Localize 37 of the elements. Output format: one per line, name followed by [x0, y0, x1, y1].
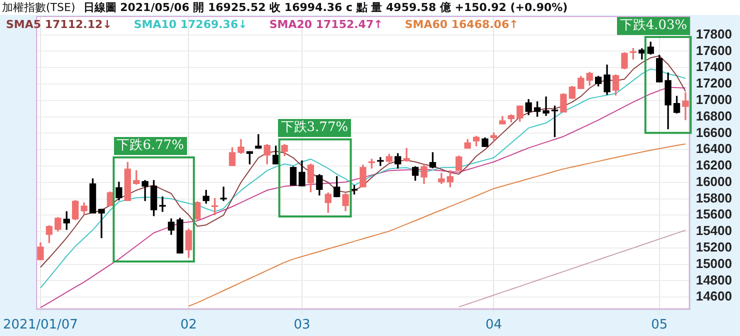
- text: SMA10 17269.36↓: [134, 18, 248, 31]
- text: SMA5 17112.12↓: [6, 18, 112, 31]
- text: SMA60 16468.06↑: [404, 18, 518, 31]
- y-tick-label: 14800: [696, 272, 732, 288]
- x-tick-label: 04: [485, 318, 502, 333]
- annotation: 下跌3.77%: [278, 119, 352, 138]
- y-tick-label: 15200: [696, 240, 732, 255]
- y-tick-label: 17600: [696, 42, 732, 58]
- candlestick: [403, 148, 410, 162]
- candlestick: [159, 196, 166, 212]
- y-tick-label: 16600: [696, 124, 732, 140]
- y-tick-label: 15600: [696, 206, 732, 222]
- candlestick: [220, 186, 227, 202]
- y-tick-label: 17000: [696, 92, 732, 107]
- candlestick: [682, 92, 689, 120]
- x-tick-label: 03: [294, 318, 310, 333]
- candlestick: [98, 208, 105, 238]
- text: SMA20 17152.47↑: [269, 18, 383, 31]
- y-tick-label: 16400: [696, 141, 732, 156]
- candlestick: [542, 96, 550, 116]
- annotation: 下跌4.03%: [616, 17, 690, 36]
- y-tick-label: 15800: [696, 190, 732, 206]
- annotation: 下跌6.77%: [114, 137, 187, 156]
- y-tick-label: 17400: [696, 59, 732, 74]
- y-tick-label: 16000: [696, 174, 732, 189]
- x-tick-label: 02: [180, 318, 197, 333]
- y-tick-label: 16200: [696, 158, 732, 173]
- y-tick-label: 16800: [696, 108, 732, 124]
- y-tick-label: 17200: [696, 76, 732, 91]
- y-tick-label: 17800: [696, 26, 732, 42]
- y-tick-label: 15400: [696, 223, 732, 238]
- y-tick-label: 14600: [696, 288, 732, 304]
- y-tick-label: 15000: [696, 256, 732, 271]
- x-tick-label: 2021/01/07: [3, 318, 78, 333]
- x-tick-label: 05: [651, 318, 668, 333]
- chart-subtitle: 日線圖 2021/05/06 開 16925.52 收 16994.36 c 點 量 4959.58 億 +150.92 (+0.90%): [83, 1, 568, 14]
- chart-title: 加權指數(TSE): [2, 1, 76, 14]
